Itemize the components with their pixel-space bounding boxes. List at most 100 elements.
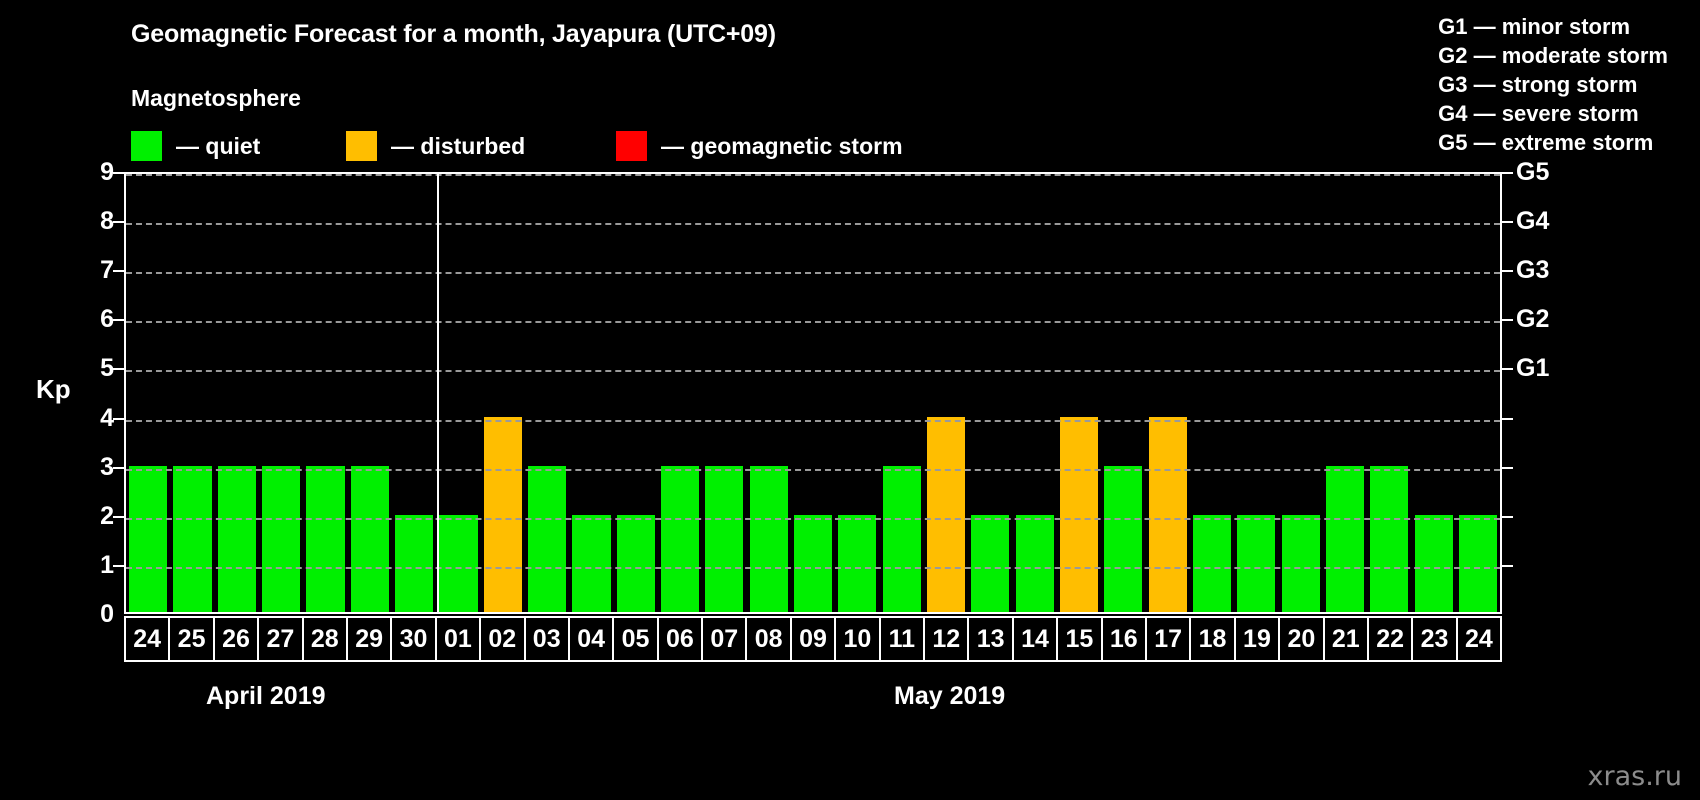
y-tick-mark-5 bbox=[113, 368, 124, 371]
bar-13 bbox=[971, 514, 1010, 612]
y-tick-label-6: 6 bbox=[100, 305, 114, 334]
legend-swatch-quiet-icon bbox=[131, 131, 162, 161]
day-label-22: 22 bbox=[1369, 618, 1414, 660]
day-label-03: 03 bbox=[526, 618, 570, 660]
bar-04 bbox=[572, 514, 611, 612]
bar-cell bbox=[1190, 174, 1234, 612]
bar-series bbox=[126, 174, 1500, 612]
right-tick-mark-5 bbox=[1502, 368, 1513, 371]
bar-25 bbox=[173, 466, 212, 612]
y-tick-mark-6 bbox=[113, 319, 124, 322]
bar-cell bbox=[215, 174, 259, 612]
gscale-row-g1: G1 — minor storm bbox=[1438, 14, 1631, 39]
day-label-15: 15 bbox=[1058, 618, 1103, 660]
month-caption-may: May 2019 bbox=[894, 682, 1006, 710]
bar-cell bbox=[126, 174, 170, 612]
bar-11 bbox=[882, 466, 921, 612]
bar-cell bbox=[1146, 174, 1190, 612]
month-divider bbox=[437, 174, 440, 612]
bar-15 bbox=[1060, 417, 1099, 612]
bar-03 bbox=[528, 466, 567, 612]
bar-cell bbox=[747, 174, 791, 612]
y-tick-label-0: 0 bbox=[100, 600, 114, 628]
y-tick-mark-3 bbox=[113, 466, 124, 469]
bar-cell bbox=[1101, 174, 1145, 612]
bar-24 bbox=[1458, 514, 1498, 612]
y-tick-label-2: 2 bbox=[100, 501, 114, 530]
bar-cell bbox=[835, 174, 879, 612]
y-axis-title: Kp bbox=[36, 374, 71, 404]
y-tick-mark-4 bbox=[113, 417, 124, 420]
bar-23 bbox=[1414, 514, 1453, 612]
bar-cell bbox=[348, 174, 392, 612]
storm-scale-legend: G1 — minor storm G2 — moderate storm G3 … bbox=[1438, 12, 1668, 157]
day-label-16: 16 bbox=[1103, 618, 1147, 660]
y-tick-label-3: 3 bbox=[100, 452, 114, 481]
bar-cell bbox=[259, 174, 303, 612]
bar-cell bbox=[1013, 174, 1057, 612]
day-label-24: 24 bbox=[1465, 624, 1493, 653]
bar-08 bbox=[749, 466, 788, 612]
bar-cell bbox=[303, 174, 347, 612]
y-tick-label-7: 7 bbox=[100, 256, 114, 285]
day-label-08: 08 bbox=[747, 618, 792, 660]
bar-cell bbox=[658, 174, 702, 612]
day-label-21: 21 bbox=[1325, 618, 1369, 660]
bar-cell bbox=[1234, 174, 1278, 612]
bar-29 bbox=[350, 466, 389, 612]
day-label-27: 27 bbox=[259, 618, 304, 660]
bar-cell bbox=[791, 174, 835, 612]
magnetosphere-heading: Magnetosphere bbox=[131, 85, 301, 111]
day-label-07: 07 bbox=[703, 618, 748, 660]
site-watermark: xras.ru bbox=[1587, 761, 1683, 792]
bar-19 bbox=[1237, 514, 1276, 612]
y-tick-label-8: 8 bbox=[100, 207, 114, 236]
gscale-row-g3: G3 — strong storm bbox=[1438, 72, 1638, 97]
bar-21 bbox=[1325, 466, 1365, 612]
page-title: Geomagnetic Forecast for a month, Jayapu… bbox=[131, 20, 776, 48]
bar-16 bbox=[1104, 466, 1143, 612]
x-axis-day-labels: 24 25 26 27 28 29 30 01 02 03 04 05 06 07 08 09 10 11 12 13… bbox=[124, 616, 1502, 662]
bar-cell bbox=[614, 174, 658, 612]
day-label-13: 13 bbox=[969, 618, 1014, 660]
gscale-row-g4: G4 — severe storm bbox=[1438, 101, 1639, 126]
bar-14 bbox=[1015, 514, 1054, 612]
bar-cell bbox=[392, 174, 436, 612]
bar-cell bbox=[170, 174, 214, 612]
day-label-30: 30 bbox=[392, 618, 437, 660]
y-tick-mark-8 bbox=[113, 221, 124, 224]
gscale-row-g5: G5 — extreme storm bbox=[1438, 130, 1654, 155]
gridline-kp-5 bbox=[126, 370, 1500, 373]
bar-cell bbox=[1323, 174, 1367, 612]
right-tick-mark-8 bbox=[1502, 221, 1513, 224]
g-scale-axis: G5 G4 G3 G2 G1 bbox=[1516, 160, 1586, 614]
right-tick-mark-2 bbox=[1502, 515, 1513, 518]
bar-cell bbox=[1412, 174, 1456, 612]
y-tick-mark-2 bbox=[113, 515, 124, 518]
bar-20 bbox=[1281, 514, 1320, 612]
day-label-01: 01 bbox=[437, 618, 482, 660]
day-label-25: 25 bbox=[170, 618, 215, 660]
legend-item-disturbed: — disturbed bbox=[346, 130, 525, 162]
day-label-12: 12 bbox=[925, 618, 970, 660]
day-label-24: 24 bbox=[126, 618, 171, 660]
bar-cell bbox=[1057, 174, 1101, 612]
day-label-28: 28 bbox=[304, 618, 348, 660]
day-label-09: 09 bbox=[792, 618, 837, 660]
day-label-14: 14 bbox=[1014, 618, 1059, 660]
legend-label-quiet: — quiet bbox=[176, 132, 261, 159]
bar-05 bbox=[616, 514, 655, 612]
y-tick-label-4: 4 bbox=[100, 403, 114, 432]
bar-cell bbox=[436, 174, 480, 612]
day-label-20: 20 bbox=[1280, 618, 1325, 660]
bar-10 bbox=[838, 514, 877, 612]
bar-cell bbox=[481, 174, 525, 612]
day-label-04: 04 bbox=[570, 618, 615, 660]
bar-cell bbox=[1279, 174, 1323, 612]
g-tick-label-G4: G4 bbox=[1516, 207, 1550, 236]
bar-28 bbox=[306, 466, 345, 612]
bar-cell bbox=[968, 174, 1012, 612]
legend-item-storm: — geomagnetic storm bbox=[616, 130, 903, 162]
bar-12 bbox=[927, 417, 966, 612]
